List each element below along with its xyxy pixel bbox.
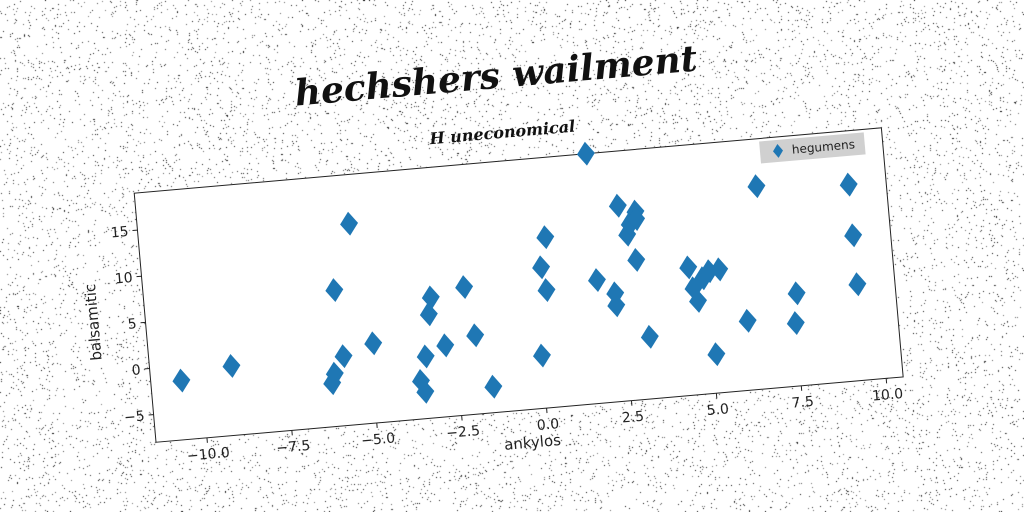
x-tick-label: −2.5 xyxy=(446,423,481,442)
data-point xyxy=(536,225,555,250)
data-point xyxy=(787,281,806,306)
legend: hegumens xyxy=(759,132,866,164)
data-point xyxy=(533,343,551,368)
data-point xyxy=(620,212,639,237)
data-point xyxy=(334,344,353,369)
legend-box xyxy=(759,132,866,164)
x-tick-label: −7.5 xyxy=(276,438,311,457)
data-point xyxy=(848,272,867,297)
data-point xyxy=(679,255,698,280)
data-point xyxy=(576,141,595,166)
data-point xyxy=(532,255,551,280)
x-tick-label: −5.0 xyxy=(361,430,396,449)
data-point xyxy=(172,368,191,393)
data-point xyxy=(839,172,858,197)
y-tick-label: 15 xyxy=(110,224,129,241)
data-point xyxy=(325,361,344,386)
data-point xyxy=(607,293,626,318)
data-point xyxy=(738,308,757,333)
y-tick-label: 0 xyxy=(131,362,141,379)
x-tick-label: −10.0 xyxy=(186,445,230,465)
data-point xyxy=(627,247,646,272)
data-point xyxy=(627,207,646,231)
data-point xyxy=(340,211,359,236)
data-point xyxy=(844,223,863,248)
legend-label: hegumens xyxy=(791,137,855,156)
data-point xyxy=(700,259,719,284)
data-point xyxy=(455,275,474,299)
data-point xyxy=(222,353,241,378)
x-tick-label: 0.0 xyxy=(536,416,560,434)
x-axis: −10.0 −7.5 −5.0 −2.5 0.0 2.5 5.0 7.5 10.0 xyxy=(186,378,904,465)
data-point xyxy=(436,333,455,358)
data-point xyxy=(786,311,805,336)
data-point xyxy=(640,324,659,349)
data-point xyxy=(325,278,344,302)
data-point xyxy=(416,344,435,369)
data-point xyxy=(707,342,726,367)
legend-diamond-icon xyxy=(773,143,783,158)
data-point xyxy=(419,302,438,327)
data-point xyxy=(689,289,708,313)
y-axis-label: balsamitic xyxy=(81,283,106,361)
x-tick-label: 5.0 xyxy=(706,401,730,419)
data-point xyxy=(323,371,342,396)
data-point xyxy=(416,379,435,404)
data-point xyxy=(618,222,637,247)
data-point xyxy=(364,331,383,356)
data-point xyxy=(710,257,729,282)
series-hegumens xyxy=(172,141,867,404)
y-tick-label: −5 xyxy=(123,408,145,426)
data-point xyxy=(466,323,485,348)
data-point xyxy=(693,266,712,291)
chart-title: hechshers wailment xyxy=(293,37,699,114)
y-axis: −5 0 5 10 15 xyxy=(110,224,154,426)
y-tick-label: 10 xyxy=(114,270,133,287)
data-point xyxy=(421,285,440,310)
data-point xyxy=(608,193,627,218)
y-tick-label: 5 xyxy=(127,316,137,333)
chart-subtitle: H uneconomical xyxy=(428,117,576,149)
plot-area xyxy=(133,127,904,443)
data-point xyxy=(587,268,606,293)
data-point xyxy=(537,278,556,303)
x-tick-label: 7.5 xyxy=(791,394,815,412)
data-point xyxy=(484,374,503,399)
x-tick-label: 10.0 xyxy=(871,386,903,405)
data-point xyxy=(747,174,766,199)
x-tick-label: 2.5 xyxy=(621,409,645,427)
x-axis-label: ankylos xyxy=(503,431,561,454)
